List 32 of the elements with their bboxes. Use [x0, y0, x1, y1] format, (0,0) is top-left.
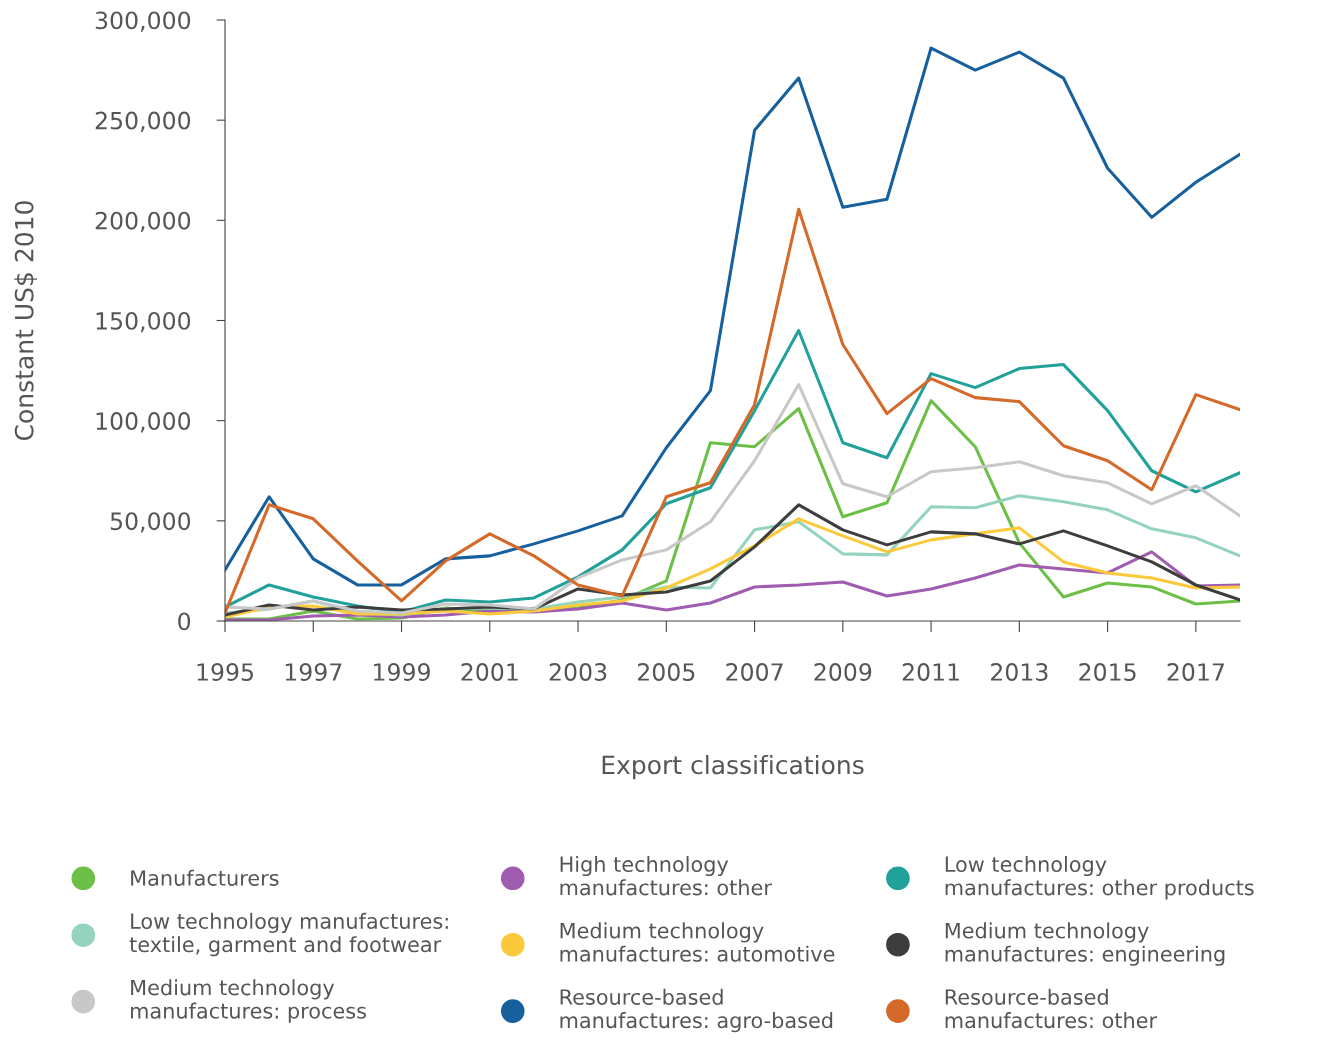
y-tick-label: 50,000 — [110, 512, 191, 533]
y-tick-label: 0 — [178, 612, 191, 631]
y-tick-label: 200,000 — [95, 211, 191, 233]
x-tick-label: 2011 — [902, 663, 959, 681]
x-tick-label: 1999 — [374, 663, 430, 681]
legend-label: Medium technology manufactures: engineering — [945, 922, 1225, 966]
x-tick-label: 2009 — [814, 663, 872, 681]
line-series — [225, 207, 1240, 615]
x-tick-label: 1995 — [197, 663, 253, 681]
x-tick-label: 2003 — [549, 663, 607, 681]
x-axis-title: Export classifications — [602, 754, 864, 780]
legend-label: High technology manufactures: other — [560, 855, 772, 896]
legend-label: Manufacturers — [131, 869, 279, 886]
legend-label: Medium technology manufactures: automotive — [560, 922, 835, 962]
y-tick-label: 300,000 — [95, 11, 191, 32]
y-tick-label: 100,000 — [96, 412, 191, 433]
y-axis-title: Constant US$ 2010 — [14, 201, 37, 441]
x-tick-label: 2017 — [1167, 663, 1224, 681]
legend-label: Medium technology manufactures: process — [131, 979, 366, 1023]
legend-label: Low technology manufactures: other products — [945, 855, 1254, 900]
line-series — [225, 46, 1240, 587]
x-tick-label: 2013 — [991, 663, 1048, 681]
y-tick-label: 150,000 — [96, 311, 191, 333]
legend-label: Resource-based manufactures: agro-based — [560, 988, 833, 1033]
x-tick-label: 2007 — [726, 663, 783, 681]
x-tick-label: 1997 — [285, 663, 342, 681]
x-tick-label: 2005 — [637, 663, 695, 681]
y-tick-label: 250,000 — [95, 111, 191, 132]
legend-label: Low technology manufactures: textile, garment and footwear — [129, 912, 448, 957]
x-tick-label: 2001 — [461, 663, 518, 681]
x-tick-label: 2015 — [1079, 663, 1136, 681]
legend-label: Resource-based manufactures: other — [945, 988, 1158, 1029]
